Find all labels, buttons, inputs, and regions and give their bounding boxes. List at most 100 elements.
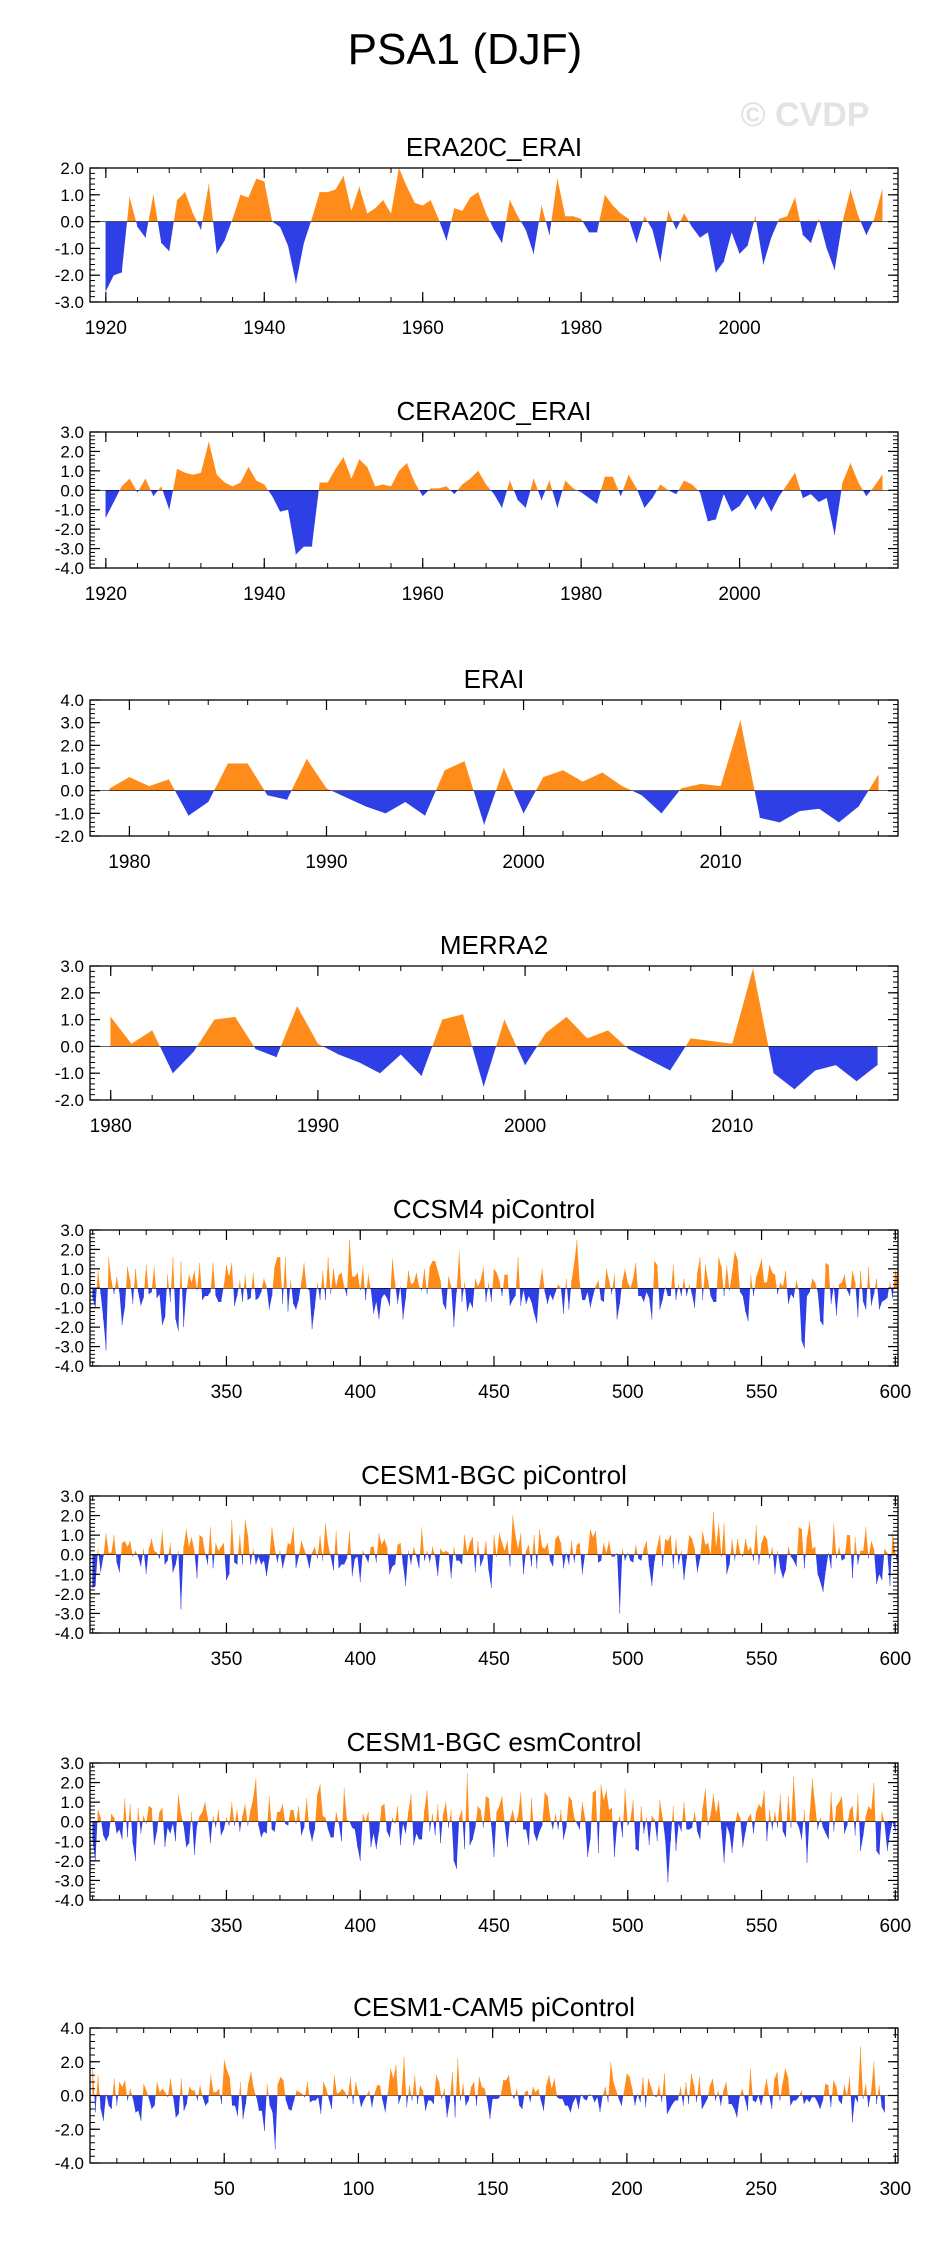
data-points [92,1239,898,1351]
x-tick-label: 1940 [243,584,285,605]
panel-title: MERRA2 [440,930,548,960]
y-tick-label: 4.0 [60,2019,84,2038]
y-tick-label: -3.0 [55,1871,84,1890]
figure-title: PSA1 (DJF) [348,25,583,74]
y-tick-label: 1.0 [60,1793,84,1812]
y-tick-label: 2.0 [60,1774,84,1793]
x-tick-label: 2010 [699,852,741,873]
y-tick-label: -4.0 [55,559,84,578]
x-tick-label: 1940 [243,318,285,339]
x-tick-label: 2010 [711,1116,753,1137]
y-tick-label: -1.0 [55,239,84,258]
y-tick-label: 0.0 [60,1037,84,1056]
y-tick-label: 1.0 [60,759,84,778]
x-tick-label: 350 [211,1916,243,1937]
x-tick-label: 450 [478,1649,510,1670]
x-tick-label: 450 [478,1382,510,1403]
y-tick-label: 1.0 [60,1260,84,1279]
y-tick-label: 3.0 [60,957,84,976]
positive-area [92,1511,898,1555]
y-tick-label: 0.0 [60,782,84,801]
y-tick-label: 1.0 [60,1526,84,1545]
watermark: © CVDP [741,96,870,134]
y-tick-label: 1.0 [60,462,84,481]
y-tick-label: 0.0 [60,1546,84,1565]
y-tick-label: -2.0 [55,520,84,539]
positive-area [92,2046,885,2096]
x-tick-label: 450 [478,1916,510,1937]
y-tick-label: 3.0 [60,714,84,733]
y-tick-label: -2.0 [55,1852,84,1871]
x-tick-label: 500 [612,1649,644,1670]
y-tick-label: 2.0 [60,442,84,461]
y-tick-label: -3.0 [55,1338,84,1357]
y-tick-label: 0.0 [60,213,84,232]
x-tick-label: 1980 [560,584,602,605]
y-tick-label: -3.0 [55,540,84,559]
x-tick-label: 2000 [504,1116,546,1137]
x-tick-label: 550 [746,1916,778,1937]
y-tick-label: -1.0 [55,804,84,823]
y-tick-label: -2.0 [55,266,84,285]
x-tick-label: 2000 [718,584,760,605]
x-tick-label: 1990 [297,1116,339,1137]
y-tick-label: 4.0 [60,691,84,710]
x-tick-label: 100 [343,2179,375,2200]
x-tick-label: 2000 [502,852,544,873]
negative-area [109,790,879,825]
x-tick-label: 2000 [718,318,760,339]
y-tick-label: 2.0 [60,1240,84,1259]
y-tick-label: -3.0 [55,1604,84,1623]
positive-area [127,168,883,222]
panel-title: CESM1-BGC piControl [361,1460,627,1490]
x-tick-label: 400 [344,1916,376,1937]
panel-3: ERAI 4.0 3.0 2.0 1.0 0.0 -1.0 -2.0 1980 1990 2000 2… [55,664,899,873]
negative-area [105,221,873,292]
panel-8: CESM1-CAM5 piControl 4.0 2.0 0.0 -2.0 -4.0 50 1… [55,1992,911,2200]
y-tick-label: 2.0 [60,2053,84,2072]
x-tick-label: 200 [611,2179,643,2200]
x-tick-label: 350 [211,1382,243,1403]
y-tick-label: 3.0 [60,1754,84,1773]
negative-area [159,1046,878,1090]
x-tick-label: 1960 [402,318,444,339]
x-tick-label: 350 [211,1649,243,1670]
y-tick-label: -4.0 [55,2154,84,2173]
data-points [105,441,883,555]
y-tick-label: -1.0 [55,1832,84,1851]
x-tick-label: 1920 [85,318,127,339]
plot-frame [89,965,899,1101]
x-tick-label: 1980 [560,318,602,339]
y-tick-label: 2.0 [60,1507,84,1526]
panel-4: MERRA2 3.0 2.0 1.0 0.0 -1.0 -2.0 1980 1990 2000 20… [55,930,899,1137]
data-points [110,968,878,1090]
y-tick-label: -4.0 [55,1357,84,1376]
positive-area [109,720,879,791]
y-tick-label: -3.0 [55,293,84,312]
x-tick-label: 1980 [90,1116,132,1137]
y-tick-label: 0.0 [60,1813,84,1832]
panel-5: CCSM4 piControl 3.02.01.00.0-1.0-2.0-3.0-… [55,1194,911,1403]
y-tick-label: 2.0 [60,984,84,1003]
x-tick-label: 600 [879,1649,911,1670]
x-tick-label: 400 [344,1649,376,1670]
x-tick-label: 1980 [108,852,150,873]
x-tick-label: 600 [879,1382,911,1403]
y-tick-label: -1.0 [55,1299,84,1318]
panel-title: ERA20C_ERAI [406,132,582,162]
y-tick-label: 1.0 [60,1011,84,1030]
x-tick-label: 400 [344,1382,376,1403]
y-tick-label: -1.0 [55,1064,84,1083]
data-points [92,1511,898,1614]
plot-frame [89,431,899,569]
y-tick-label: 3.0 [60,423,84,442]
negative-area [92,1288,898,1351]
negative-area [105,490,883,555]
data-points [92,2046,885,2150]
panel-6: CESM1-BGC piControl3.02.01.00.0-1.0-2.0-… [55,1460,911,1670]
y-tick-label: -2.0 [55,827,84,846]
